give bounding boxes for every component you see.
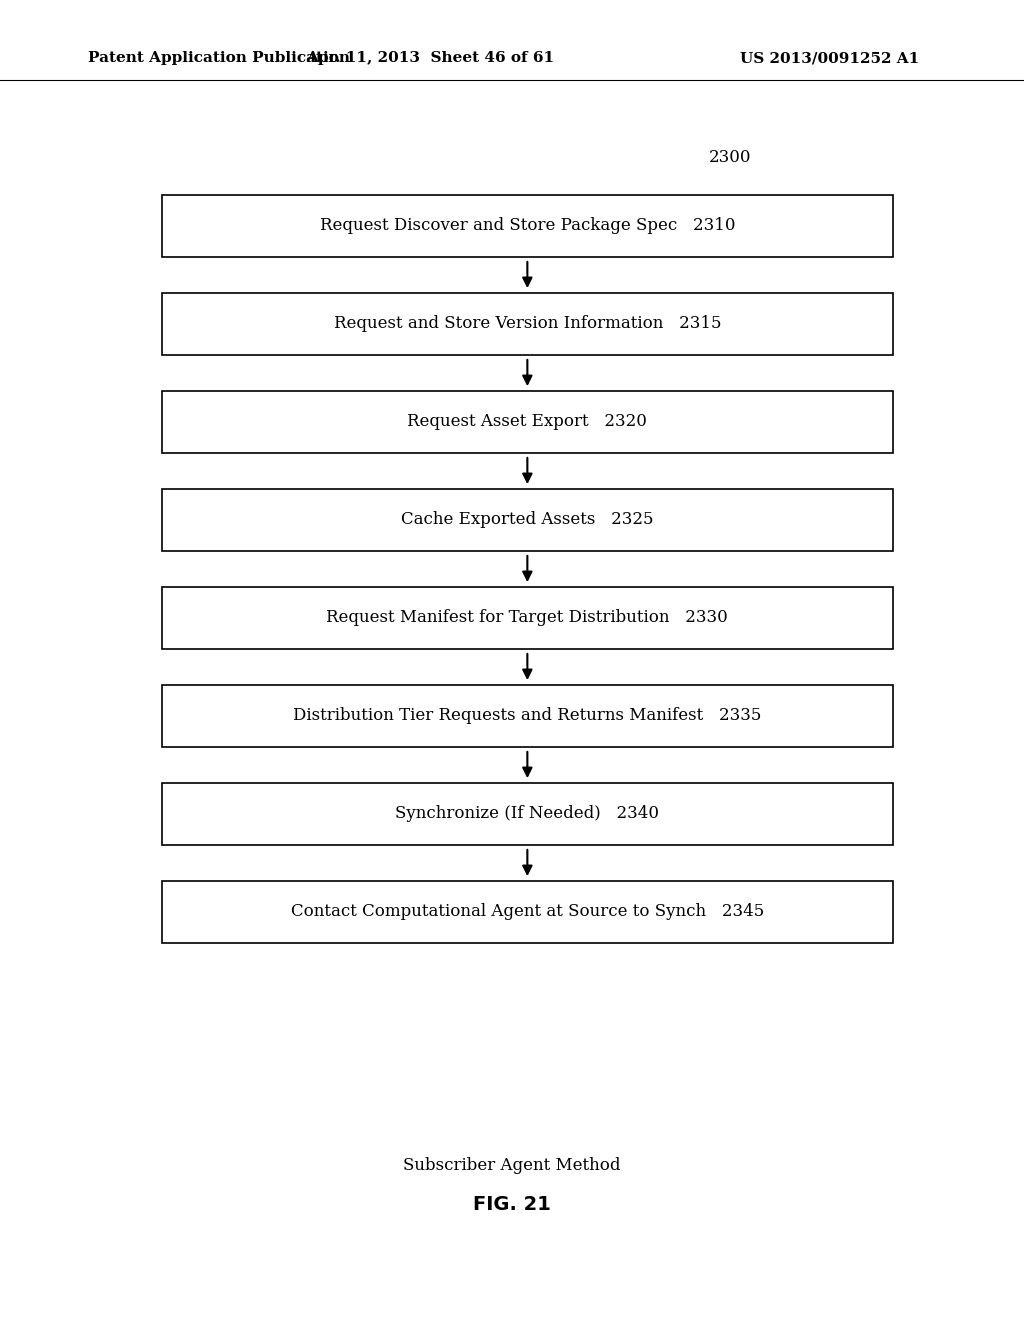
Text: 2300: 2300 — [709, 149, 752, 166]
Text: Distribution Tier Requests and Returns Manifest   2335: Distribution Tier Requests and Returns M… — [293, 708, 762, 725]
Text: Synchronize (If Needed)   2340: Synchronize (If Needed) 2340 — [395, 805, 659, 822]
Bar — [162, 391, 893, 453]
Bar — [162, 488, 893, 550]
Bar — [162, 783, 893, 845]
Bar — [162, 293, 893, 355]
Text: US 2013/0091252 A1: US 2013/0091252 A1 — [740, 51, 920, 65]
Bar — [162, 195, 893, 257]
Text: Subscriber Agent Method: Subscriber Agent Method — [403, 1156, 621, 1173]
Text: Request and Store Version Information   2315: Request and Store Version Information 23… — [334, 315, 721, 333]
Text: Request Discover and Store Package Spec   2310: Request Discover and Store Package Spec … — [319, 218, 735, 235]
Text: Apr. 11, 2013  Sheet 46 of 61: Apr. 11, 2013 Sheet 46 of 61 — [306, 51, 554, 65]
Bar — [162, 587, 893, 649]
Text: Request Asset Export   2320: Request Asset Export 2320 — [408, 413, 647, 430]
Text: FIG. 21: FIG. 21 — [473, 1196, 551, 1214]
Text: Contact Computational Agent at Source to Synch   2345: Contact Computational Agent at Source to… — [291, 903, 764, 920]
Text: Request Manifest for Target Distribution   2330: Request Manifest for Target Distribution… — [327, 610, 728, 627]
Bar — [162, 880, 893, 942]
Text: Patent Application Publication: Patent Application Publication — [88, 51, 350, 65]
Text: Cache Exported Assets   2325: Cache Exported Assets 2325 — [401, 511, 653, 528]
Bar — [162, 685, 893, 747]
